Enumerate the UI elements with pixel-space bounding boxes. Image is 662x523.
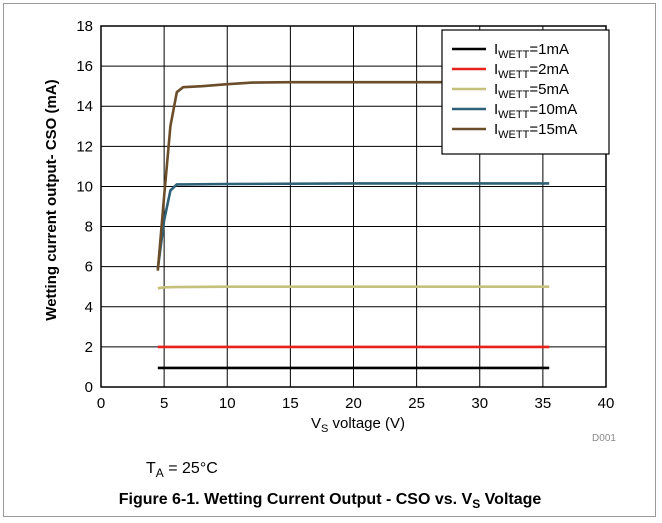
legend-box (441, 29, 610, 155)
figure-caption: Figure 6-1. Wetting Current Output - CSO… (119, 491, 542, 511)
series-line-4 (156, 182, 550, 269)
x-tick-label: 35 (535, 395, 552, 412)
x-tick-label: 20 (345, 395, 362, 412)
y-tick-label: 6 (85, 259, 93, 276)
x-tick-labels: 0 5 10 15 20 25 30 35 40 (97, 395, 615, 412)
y-tick-label: 12 (76, 138, 93, 155)
plot-area-border (100, 25, 607, 388)
y-tick-label: 4 (85, 299, 93, 316)
y-tick-label: 0 (85, 379, 93, 396)
legend: IWETT=1mAIWETT=2mAIWETT=5mAIWETT=10mAIWE… (441, 29, 610, 155)
x-tick-label: 5 (160, 395, 168, 412)
y-tick-label: 16 (76, 58, 93, 75)
x-tick-label: 25 (408, 395, 425, 412)
legend-label-1: IWETT=1mA (494, 41, 569, 61)
caption-main: Figure 6-1. Wetting Current Output - CSO… (119, 491, 473, 508)
series-line-5 (156, 80, 550, 271)
legend-label-2: IWETT=2mA (494, 61, 569, 81)
caption-sub: S (472, 497, 480, 511)
x-axis-title: VS voltage (V) (311, 415, 405, 435)
temperature-note: TA = 25°C (146, 460, 218, 480)
y-tick-label: 2 (85, 339, 93, 356)
caption-rest: Voltage (480, 491, 541, 508)
y-tick-label: 10 (76, 178, 93, 195)
note-main: T (146, 460, 156, 477)
legend-label-3: IWETT=5mA (494, 81, 569, 101)
x-tick-label: 40 (598, 395, 615, 412)
legend-label-5: IWETT=15mA (494, 121, 577, 141)
x-axis-title-main: V (311, 415, 321, 432)
x-tick-label: 15 (282, 395, 299, 412)
figure-frame: 0 5 10 15 20 25 30 35 40 0 2 4 6 8 10 12 14 16 18 Wetting… (3, 3, 656, 517)
note-sub: A (156, 466, 164, 480)
note-rest: = 25°C (164, 460, 218, 477)
chart: 0 5 10 15 20 25 30 35 40 0 2 4 6 8 10 12 14 16 18 Wetting… (43, 18, 616, 511)
y-tick-label: 8 (85, 219, 93, 236)
figure-code: D001 (592, 433, 616, 444)
x-axis-title-rest: voltage (V) (328, 415, 405, 432)
x-tick-label: 30 (471, 395, 488, 412)
y-tick-labels: 0 2 4 6 8 10 12 14 16 18 (76, 18, 93, 396)
x-axis-title-sub: S (321, 423, 328, 435)
legend-label-4: IWETT=10mA (494, 101, 577, 121)
y-tick-label: 14 (76, 98, 93, 115)
y-tick-label: 18 (76, 18, 93, 35)
series-lines (156, 80, 550, 370)
y-axis-title: Wetting current output- CSO (mA) (43, 79, 60, 320)
series-line-3 (157, 285, 550, 290)
x-tick-label: 10 (219, 395, 236, 412)
x-tick-label: 0 (97, 395, 105, 412)
